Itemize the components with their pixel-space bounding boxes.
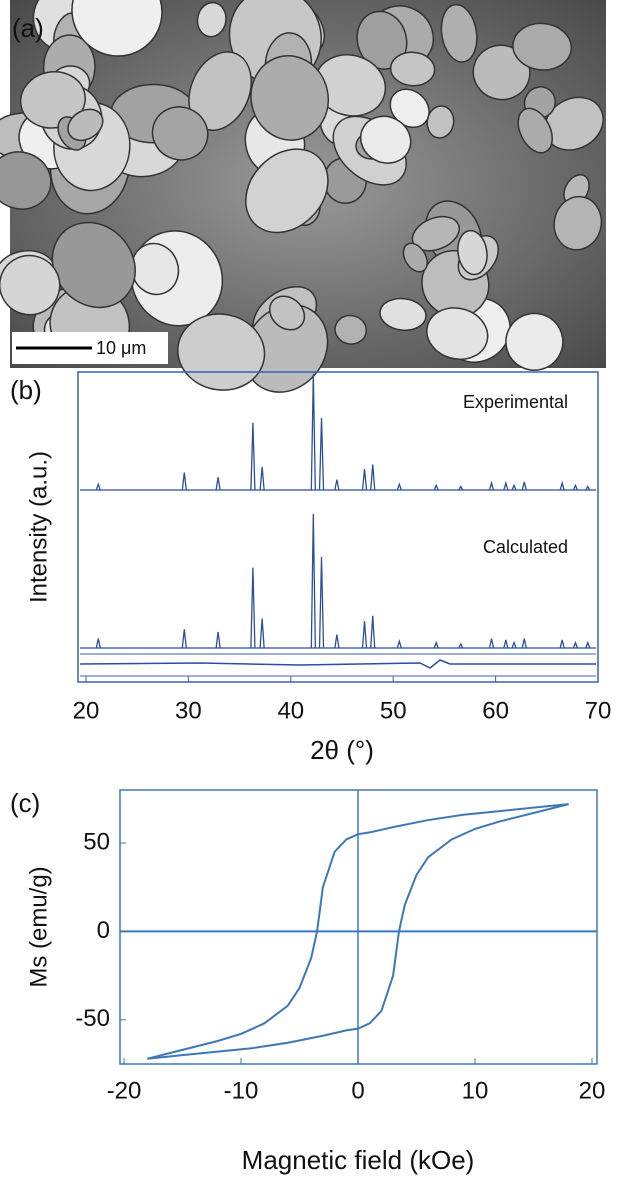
panel-label: (a) xyxy=(12,13,44,43)
peak xyxy=(433,640,439,649)
peak xyxy=(95,482,101,491)
particle xyxy=(505,312,564,371)
x-axis-label: Magnetic field (kOe) xyxy=(242,1145,475,1175)
particle xyxy=(177,313,266,391)
peak xyxy=(458,485,464,491)
particle xyxy=(71,0,163,57)
particle xyxy=(0,254,61,316)
peak xyxy=(585,485,591,491)
x-tick-label: 70 xyxy=(585,697,612,724)
particle xyxy=(389,51,436,87)
particle xyxy=(426,307,489,361)
x-axis-label: 2θ (°) xyxy=(310,735,374,765)
particle xyxy=(51,221,136,309)
panel-label: (b) xyxy=(10,375,42,405)
peak xyxy=(250,422,256,491)
particle xyxy=(356,10,408,70)
peak xyxy=(559,480,565,491)
y-tick-label: -50 xyxy=(75,1005,110,1032)
particle xyxy=(151,106,209,161)
peak xyxy=(503,480,509,491)
x-tick-label: 40 xyxy=(277,697,304,724)
x-tick-label: 50 xyxy=(380,697,407,724)
peak xyxy=(318,556,325,649)
particle xyxy=(402,242,428,273)
plot-frame xyxy=(77,371,599,683)
y-axis-label: Intensity (a.u.) xyxy=(25,451,52,603)
particle xyxy=(250,55,330,141)
particle xyxy=(517,107,553,154)
particle xyxy=(379,297,427,331)
peak xyxy=(521,638,527,649)
particle xyxy=(472,44,531,101)
peak xyxy=(259,466,265,491)
peak xyxy=(334,479,340,491)
scale-bar-label: 10 μm xyxy=(96,338,146,358)
peak xyxy=(488,638,495,649)
peak xyxy=(559,639,565,649)
peak xyxy=(572,640,579,649)
x-tick-label: -10 xyxy=(224,1077,259,1104)
panel-label: (c) xyxy=(10,788,40,818)
y-tick-label: 50 xyxy=(83,828,110,855)
peak xyxy=(259,618,265,649)
peak xyxy=(370,615,376,649)
x-tick-label: 10 xyxy=(462,1077,489,1104)
peak xyxy=(396,482,402,491)
peak xyxy=(511,640,517,649)
particle xyxy=(268,295,306,331)
x-tick-label: -20 xyxy=(107,1077,142,1104)
particle xyxy=(196,1,227,38)
peak xyxy=(181,629,187,649)
peak xyxy=(250,567,256,649)
series-label: Experimental xyxy=(463,392,568,412)
particle xyxy=(426,105,455,139)
peak xyxy=(361,621,368,649)
series-label: Calculated xyxy=(483,537,568,557)
peak xyxy=(521,481,527,491)
x-tick-label: 0 xyxy=(351,1077,364,1104)
particle xyxy=(440,3,478,63)
peak xyxy=(310,373,316,491)
x-tick-label: 30 xyxy=(175,697,202,724)
peak xyxy=(433,483,439,491)
particle xyxy=(457,229,488,276)
peak xyxy=(215,631,221,649)
particle xyxy=(0,151,52,210)
particle xyxy=(245,148,329,234)
particle xyxy=(359,115,412,164)
peak xyxy=(95,638,101,649)
difference-curve xyxy=(79,659,596,669)
peak xyxy=(511,483,517,491)
particle xyxy=(67,108,104,142)
peak xyxy=(458,642,464,649)
peak xyxy=(318,418,325,491)
sem-image xyxy=(0,0,606,393)
peak xyxy=(361,469,368,491)
peak xyxy=(396,639,402,649)
loop-branch xyxy=(147,803,569,1060)
y-tick-label: 0 xyxy=(97,917,110,944)
particle xyxy=(512,22,572,71)
x-tick-label: 60 xyxy=(482,697,509,724)
x-tick-label: 20 xyxy=(579,1077,606,1104)
peak xyxy=(215,477,221,491)
particle xyxy=(411,215,460,252)
peak xyxy=(334,634,340,649)
y-axis-label: Ms (emu/g) xyxy=(25,866,52,987)
peak xyxy=(572,483,579,491)
peak xyxy=(310,513,316,649)
particle xyxy=(334,314,368,345)
peak xyxy=(488,480,495,491)
peak xyxy=(181,472,187,491)
peak xyxy=(503,639,509,649)
particle xyxy=(553,195,603,251)
loop-branch xyxy=(147,803,569,1060)
x-tick-label: 20 xyxy=(73,697,100,724)
peak xyxy=(370,464,376,491)
peak xyxy=(585,640,591,649)
